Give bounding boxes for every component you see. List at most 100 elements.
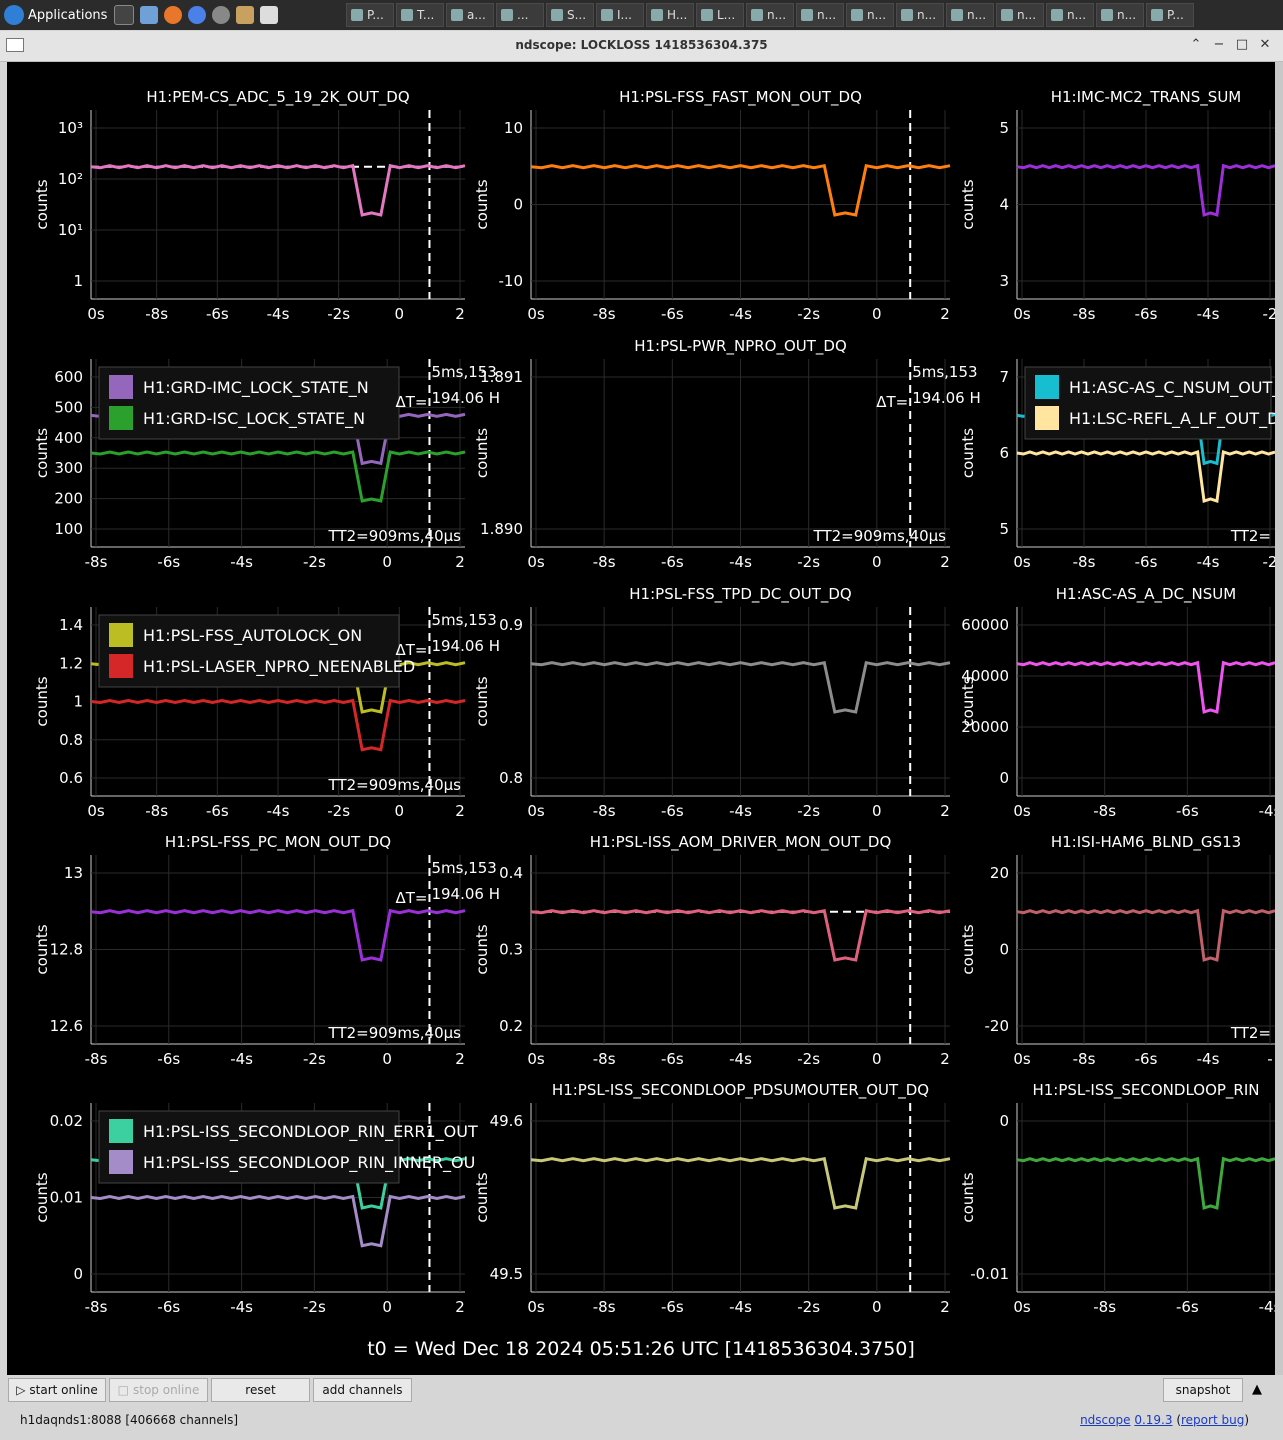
task-app-icon: [551, 9, 563, 21]
taskbar-task[interactable]: I...: [596, 3, 644, 27]
x-tick-label: -6s: [661, 802, 684, 820]
taskbar-task[interactable]: T...: [396, 3, 444, 27]
taskbar-task[interactable]: n...: [846, 3, 894, 27]
x-tick-label: -2s: [797, 553, 820, 571]
x-tick-label: -8s: [593, 305, 616, 323]
share-icon[interactable]: [212, 6, 230, 24]
x-tick-label: 0: [872, 1050, 882, 1068]
y-tick-label: -10: [499, 272, 524, 290]
x-tick-label: -8s: [145, 305, 168, 323]
window-menu-icon[interactable]: [6, 38, 24, 52]
report-bug-link[interactable]: report bug: [1181, 1413, 1245, 1427]
applications-label: Applications: [28, 7, 108, 23]
x-tick-label: -6s: [157, 1050, 180, 1068]
data-trace: [1016, 450, 1275, 503]
plot-legend: H1:PSL-FSS_AUTOLOCK_ON H1:PSL-LASER_NPRO_…: [98, 614, 415, 688]
data-trace: [1016, 660, 1275, 714]
x-tick-label: -2: [1263, 305, 1275, 323]
taskbar-task[interactable]: n...: [896, 3, 944, 27]
stop-online-button[interactable]: □ stop online: [109, 1378, 208, 1402]
scope-plot-area[interactable]: H1:PEM-CS_ADC_5_19_2K_OUT_DQ counts 10³ 10²…: [7, 62, 1275, 1375]
taskbar-task[interactable]: H...: [646, 3, 694, 27]
minimize-icon[interactable]: −: [1213, 37, 1225, 52]
plot-panel[interactable]: counts 600 500 400 300 200 100-8s -6s -4s -2s 0 2 H1…: [33, 359, 500, 571]
reset-button[interactable]: reset: [211, 1378, 310, 1402]
y-tick-label: 0.6: [59, 769, 83, 787]
taskbar-task[interactable]: n...: [1046, 3, 1094, 27]
add-channels-button[interactable]: add channels: [313, 1378, 412, 1402]
window-titlebar: ndscope: LOCKLOSS 1418536304.375 ⌃ − □ ✕: [0, 31, 1283, 62]
taskbar-task[interactable]: n...: [946, 3, 994, 27]
y-tick-label: 10: [504, 119, 523, 137]
y-tick-label: 600: [54, 368, 83, 386]
x-tick-label: -2s: [327, 305, 350, 323]
cursor-delta-label: ΔT=: [395, 641, 427, 659]
cursor-value-label: 194.06 H: [431, 885, 500, 903]
taskbar-task[interactable]: n...: [996, 3, 1044, 27]
x-tick-label: -2s: [327, 802, 350, 820]
x-tick-label: 2: [940, 305, 950, 323]
task-label: ...: [517, 8, 529, 22]
taskbar-task[interactable]: ...: [496, 3, 544, 27]
editor-icon[interactable]: [260, 6, 278, 24]
x-tick-label: -6s: [661, 305, 684, 323]
plot-panel[interactable]: counts 7 6 50s -8s -6s -4s -2 H1:ASC-AS_C_NSUM_O…: [959, 359, 1275, 571]
y-tick-label: 3: [999, 272, 1009, 290]
users-icon[interactable]: [236, 6, 254, 24]
applications-menu[interactable]: Applications: [4, 4, 107, 26]
task-label: n...: [1017, 8, 1037, 22]
y-tick-label: 0.2: [499, 1017, 523, 1035]
plot-panel[interactable]: counts 1.4 1.2 1 0.8 0.60s -8s -6s -4s -2s 0 2 H1:PS…: [33, 607, 500, 820]
cursor-tt2-label: TT2=: [1230, 527, 1271, 545]
task-app-icon: [701, 9, 713, 21]
x-tick-label: -4s: [1259, 1298, 1275, 1316]
plot-legend: H1:ASC-AS_C_NSUM_OUT_DQ H1:LSC-REFL_A_LF_…: [1024, 366, 1275, 440]
collapse-toolbar-icon[interactable]: ▲: [1252, 1382, 1262, 1397]
x-tick-label: 0s: [1013, 1050, 1031, 1068]
close-icon[interactable]: ✕: [1259, 37, 1271, 52]
taskbar-task[interactable]: n...: [1096, 3, 1144, 27]
taskbar-task[interactable]: n...: [746, 3, 794, 27]
server-status: h1daqnds1:8088 [406668 channels]: [20, 1413, 239, 1427]
snapshot-button[interactable]: snapshot: [1163, 1378, 1243, 1402]
terminal-icon[interactable]: [114, 5, 134, 25]
taskbar-task[interactable]: S...: [546, 3, 594, 27]
start-online-button[interactable]: ▷ start online: [8, 1378, 106, 1402]
play-icon: ▷: [16, 1383, 26, 1397]
version-link[interactable]: 0.19.3: [1134, 1413, 1173, 1427]
x-tick-label: -8s: [1093, 1298, 1116, 1316]
data-trace: [530, 163, 951, 217]
y-tick-label: 0.8: [59, 731, 83, 749]
y-tick-label: 200: [54, 490, 83, 508]
maximize-icon[interactable]: □: [1235, 37, 1249, 52]
x-tick-label: -4s: [230, 1050, 253, 1068]
task-app-icon: [451, 9, 463, 21]
task-label: n...: [867, 8, 887, 22]
window-shade-icon[interactable]: ⌃: [1190, 37, 1202, 52]
firefox-icon[interactable]: [164, 6, 182, 24]
x-tick-label: 0s: [1013, 305, 1031, 323]
x-tick-label: 0: [395, 802, 405, 820]
taskbar-task[interactable]: P...: [346, 3, 394, 27]
browser-icon[interactable]: [188, 6, 206, 24]
folder-icon[interactable]: [140, 6, 158, 24]
taskbar-task[interactable]: P...: [1146, 3, 1194, 27]
taskbar-task[interactable]: L...: [696, 3, 744, 27]
plot-panel[interactable]: H1:PSL-ISS_SECONDLOOP_PDSUMOUTER_OUT_DQc…: [473, 1081, 951, 1316]
y-tick-label: 0: [999, 769, 1009, 787]
taskbar-task[interactable]: a...: [446, 3, 494, 27]
ndscope-link[interactable]: ndscope: [1080, 1413, 1131, 1427]
taskbar-task[interactable]: n...: [796, 3, 844, 27]
